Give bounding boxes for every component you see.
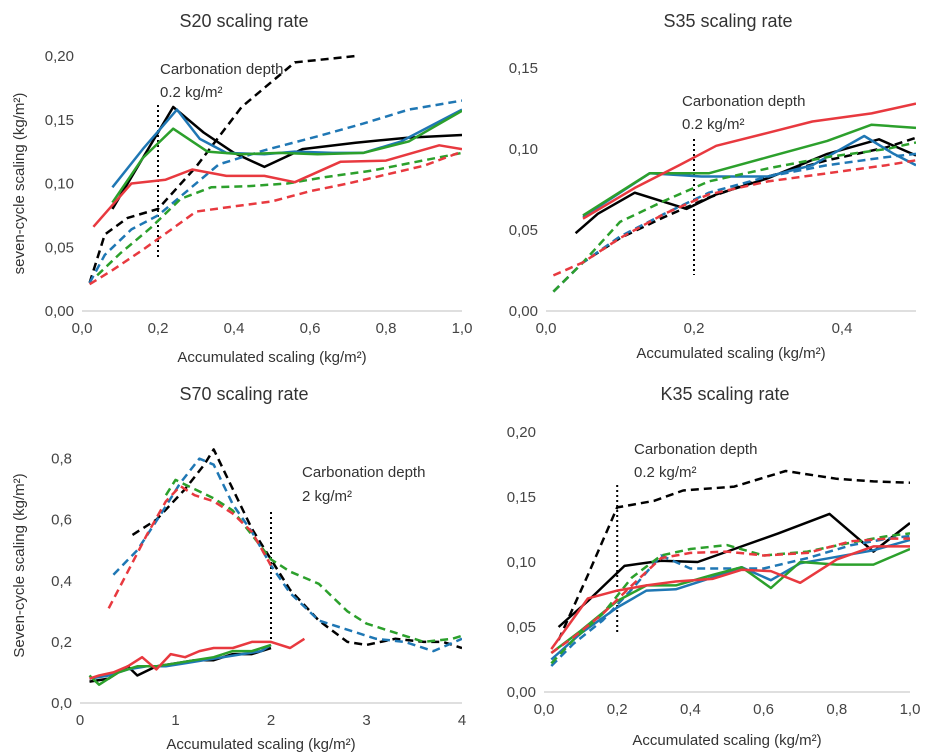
- series-line-2: [131, 448, 462, 650]
- carbonation-value: 2 kg/m²: [302, 488, 352, 505]
- carbonation-label: Carbonation depth: [302, 464, 425, 481]
- y-tick-label: 0,00: [509, 303, 538, 320]
- y-tick-label: 0,10: [509, 141, 538, 158]
- chart-title: S70 scaling rate: [179, 384, 308, 404]
- x-tick-label: 0,8: [826, 701, 847, 718]
- y-tick-label: 0,00: [45, 303, 74, 320]
- x-tick-label: 3: [362, 712, 370, 729]
- series-line-8: [550, 537, 910, 655]
- series-line-6: [552, 141, 916, 293]
- series-line-3: [582, 134, 916, 219]
- series-line-5: [111, 109, 462, 204]
- x-axis-label: Accumulated scaling (kg/m²): [636, 345, 825, 362]
- y-axis-label: Seven-cycle scaling (kg/m²): [11, 473, 28, 657]
- carbonation-value: 0.2 kg/m²: [160, 84, 223, 101]
- series-line-5: [88, 643, 272, 686]
- x-tick-label: 0: [76, 712, 84, 729]
- y-tick-label: 0,4: [51, 573, 72, 590]
- x-axis-label: Accumulated scaling (kg/m²): [632, 732, 821, 749]
- series-line-7: [89, 637, 306, 680]
- series-line-2: [557, 469, 910, 641]
- chart-panel-2: S35 scaling rate 0,0 0,2 0,4 0,00 0,05 0,10 0,1…: [509, 11, 916, 362]
- carbonation-label: Carbonation depth: [682, 93, 805, 110]
- series-line-4: [552, 152, 916, 293]
- carbonation-label: Carbonation depth: [634, 441, 757, 458]
- chart-panel-1: S20 scaling rate 0,0 0,2 0,4 0,6 0,8 1,0 0,00 0,…: [11, 11, 472, 366]
- y-tick-label: 0,10: [45, 176, 74, 193]
- x-tick-label: 0,0: [72, 320, 93, 337]
- y-tick-label: 0,6: [51, 512, 72, 529]
- series-line-8: [107, 484, 273, 609]
- series-line-7: [582, 102, 916, 220]
- x-tick-label: 0,8: [376, 320, 397, 337]
- series-line-4: [550, 534, 910, 667]
- x-tick-label: 0,2: [607, 701, 628, 718]
- y-tick-label: 0,05: [45, 239, 74, 256]
- x-tick-label: 4: [458, 712, 466, 729]
- y-tick-label: 0,2: [51, 634, 72, 651]
- series-line-6: [96, 151, 462, 277]
- series-line-2: [88, 54, 356, 284]
- chart-panel-4: K35 scaling rate 0,0 0,2 0,4 0,6 0,8 1,0 0,00 0,…: [507, 384, 921, 749]
- series-line-6: [164, 478, 462, 644]
- y-tick-label: 0,20: [507, 424, 536, 441]
- carbonation-value: 0.2 kg/m²: [682, 116, 745, 133]
- series-line-1: [574, 138, 916, 235]
- x-tick-label: 0,4: [832, 320, 853, 337]
- y-tick-label: 0,05: [507, 619, 536, 636]
- carbonation-label: Carbonation depth: [160, 61, 283, 78]
- chart-panel-3: S70 scaling rate 0 1 2 3 4 0,0 0,2 0,4 0,6 0,8 Accu…: [11, 384, 466, 753]
- y-tick-label: 0,00: [507, 684, 536, 701]
- series-line-5: [550, 547, 910, 654]
- series-line-3: [550, 538, 910, 661]
- x-axis-label: Accumulated scaling (kg/m²): [166, 736, 355, 753]
- x-tick-label: 0,0: [536, 320, 557, 337]
- chart-title: K35 scaling rate: [660, 384, 789, 404]
- chart-title: S20 scaling rate: [179, 11, 308, 31]
- y-axis-label: seven-cycle scaling (kg/m²): [11, 93, 28, 275]
- x-tick-label: 0,0: [534, 701, 555, 718]
- series-line-7: [550, 545, 910, 650]
- x-tick-label: 1: [171, 712, 179, 729]
- x-tick-label: 1,0: [452, 320, 473, 337]
- x-tick-label: 0,2: [148, 320, 169, 337]
- x-tick-label: 0,4: [680, 701, 701, 718]
- x-tick-label: 0,6: [753, 701, 774, 718]
- y-tick-label: 0,0: [51, 695, 72, 712]
- x-axis-label: Accumulated scaling (kg/m²): [177, 349, 366, 366]
- series-line-4: [112, 457, 462, 653]
- x-tick-label: 2: [267, 712, 275, 729]
- y-tick-label: 0,15: [509, 60, 538, 77]
- x-tick-label: 0,2: [684, 320, 705, 337]
- x-tick-label: 1,0: [900, 701, 921, 718]
- x-tick-label: 0,4: [224, 320, 245, 337]
- series-line-4: [88, 99, 462, 284]
- y-tick-label: 0,8: [51, 451, 72, 468]
- series-line-5: [582, 123, 916, 217]
- y-tick-label: 0,20: [45, 48, 74, 65]
- y-tick-label: 0,15: [507, 489, 536, 506]
- x-tick-label: 0,6: [300, 320, 321, 337]
- y-tick-label: 0,10: [507, 554, 536, 571]
- y-tick-label: 0,15: [45, 112, 74, 129]
- carbonation-value: 0.2 kg/m²: [634, 464, 697, 481]
- series-line-8: [88, 150, 462, 286]
- y-tick-label: 0,05: [509, 222, 538, 239]
- series-line-8: [552, 159, 916, 277]
- series-line-7: [92, 144, 462, 228]
- series-line-1: [557, 512, 910, 628]
- chart-title: S35 scaling rate: [663, 11, 792, 31]
